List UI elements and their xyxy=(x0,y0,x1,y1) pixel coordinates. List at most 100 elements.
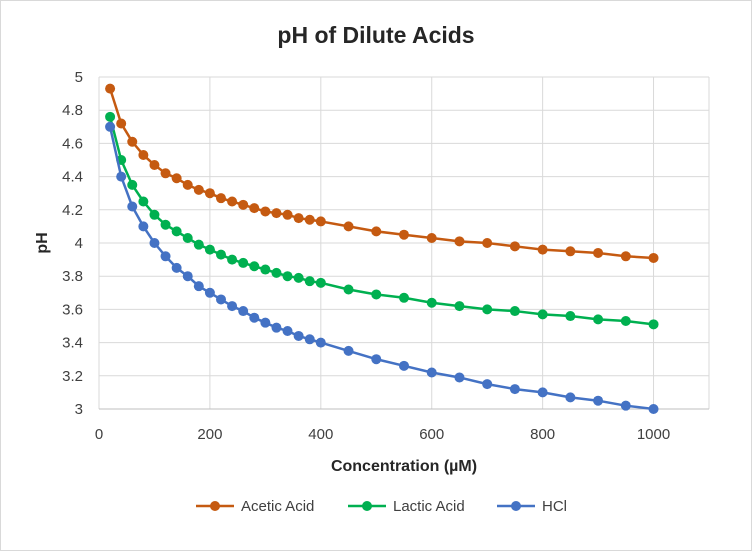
lactic-acid-point xyxy=(260,264,271,275)
x-tick-label: 1000 xyxy=(637,426,670,443)
chart-title: pH of Dilute Acids xyxy=(277,22,474,48)
x-tick-label: 200 xyxy=(197,426,222,443)
hcl-point xyxy=(565,392,576,403)
acetic-acid-point xyxy=(399,229,409,240)
y-tick-label: 3.2 xyxy=(62,368,83,385)
legend-item-acetic-acid: Acetic Acid xyxy=(196,498,314,515)
lactic-acid-point xyxy=(482,304,493,315)
hcl-point xyxy=(160,251,171,262)
lactic-acid-point xyxy=(620,316,631,327)
lactic-acid-point xyxy=(426,297,437,308)
hcl-point xyxy=(127,201,138,212)
hcl-point xyxy=(193,281,204,292)
acetic-acid-point xyxy=(593,247,604,258)
lactic-acid-point xyxy=(304,276,315,287)
acetic-acid-point xyxy=(216,193,226,204)
acetic-acid-point xyxy=(509,241,520,252)
lactic-acid-point xyxy=(171,226,182,237)
legend-swatch-marker xyxy=(362,501,372,511)
acetic-acid-point xyxy=(105,83,116,94)
series-hcl xyxy=(105,121,659,414)
acetic-acid-point xyxy=(482,238,493,248)
legend-label: HCl xyxy=(542,498,567,515)
lactic-acid-point xyxy=(249,261,260,272)
y-tick-label: 3.6 xyxy=(62,301,83,318)
lactic-acid-point xyxy=(138,196,149,207)
legend-swatch-marker xyxy=(210,501,220,511)
hcl-point xyxy=(282,325,293,336)
gridlines xyxy=(98,76,710,409)
series-layer xyxy=(105,83,659,414)
hcl-point xyxy=(399,360,409,371)
acetic-acid-point xyxy=(138,150,149,161)
acetic-acid-point xyxy=(182,179,193,190)
lactic-acid-point xyxy=(282,271,293,282)
legend-item-lactic-acid: Lactic Acid xyxy=(348,498,465,515)
hcl-point xyxy=(620,400,631,411)
acetic-acid-point xyxy=(149,159,160,170)
x-tick-label: 0 xyxy=(95,426,103,443)
y-tick-label: 4 xyxy=(75,235,83,252)
lactic-acid-point xyxy=(371,289,382,300)
acetic-acid-point xyxy=(127,136,138,147)
lactic-acid-point xyxy=(182,233,193,244)
hcl-point xyxy=(116,171,127,182)
hcl-point xyxy=(293,330,304,341)
hcl-point xyxy=(216,294,226,305)
lactic-acid-point xyxy=(648,319,659,330)
lactic-acid-point xyxy=(315,277,326,288)
lactic-acid-point xyxy=(127,179,138,190)
lactic-acid-point xyxy=(216,249,226,260)
y-axis-ticks: 3 3.2 3.4 3.6 3.8 4 4.2 4.4 4.6 4.8 5 xyxy=(62,69,83,418)
x-axis-ticks: 0 200 400 600 800 1000 xyxy=(95,426,670,443)
acetic-acid-point xyxy=(426,233,437,244)
lactic-acid-point xyxy=(238,257,249,268)
lactic-acid-point xyxy=(193,239,204,250)
x-tick-label: 400 xyxy=(308,426,333,443)
acetic-acid-point xyxy=(116,118,127,129)
legend-item-hcl: HCl xyxy=(497,498,567,515)
acetic-acid-point xyxy=(260,206,271,217)
legend-label: Acetic Acid xyxy=(241,498,314,515)
y-tick-label: 4.4 xyxy=(62,169,83,186)
lactic-acid-point xyxy=(293,272,304,283)
hcl-point xyxy=(204,287,215,298)
hcl-point xyxy=(537,387,548,398)
hcl-point xyxy=(648,404,659,414)
lactic-acid-point xyxy=(454,301,465,312)
hcl-point xyxy=(238,306,249,317)
acetic-acid-point xyxy=(282,209,293,220)
lactic-acid-point xyxy=(105,111,116,122)
acetic-acid-point xyxy=(204,188,215,199)
acetic-acid-point xyxy=(371,226,382,237)
hcl-point xyxy=(271,322,282,333)
acetic-acid-point xyxy=(171,173,182,184)
hcl-point xyxy=(482,379,493,390)
hcl-point xyxy=(149,238,160,248)
acetic-acid-point xyxy=(620,251,631,262)
lactic-acid-point xyxy=(537,309,548,320)
lactic-acid-point xyxy=(227,254,238,265)
y-tick-label: 4.6 xyxy=(62,135,83,152)
x-tick-label: 600 xyxy=(419,426,444,443)
acetic-acid-point xyxy=(565,246,576,257)
hcl-point xyxy=(227,301,238,312)
hcl-point xyxy=(454,372,465,383)
legend: Acetic Acid Lactic Acid HCl xyxy=(196,498,567,515)
lactic-acid-line xyxy=(108,116,654,326)
x-axis-title: Concentration (µM) xyxy=(331,458,477,475)
hcl-point xyxy=(138,221,149,232)
acetic-acid-point xyxy=(454,236,465,247)
series-lactic-acid xyxy=(105,111,659,330)
acetic-acid-point xyxy=(304,214,315,225)
hcl-point xyxy=(182,271,193,282)
lactic-acid-point xyxy=(593,314,604,325)
hcl-point xyxy=(315,337,326,348)
hcl-line xyxy=(108,126,654,411)
lactic-acid-point xyxy=(399,292,409,303)
acetic-acid-point xyxy=(315,216,326,227)
hcl-point xyxy=(343,345,354,356)
acetic-acid-point xyxy=(238,199,249,210)
